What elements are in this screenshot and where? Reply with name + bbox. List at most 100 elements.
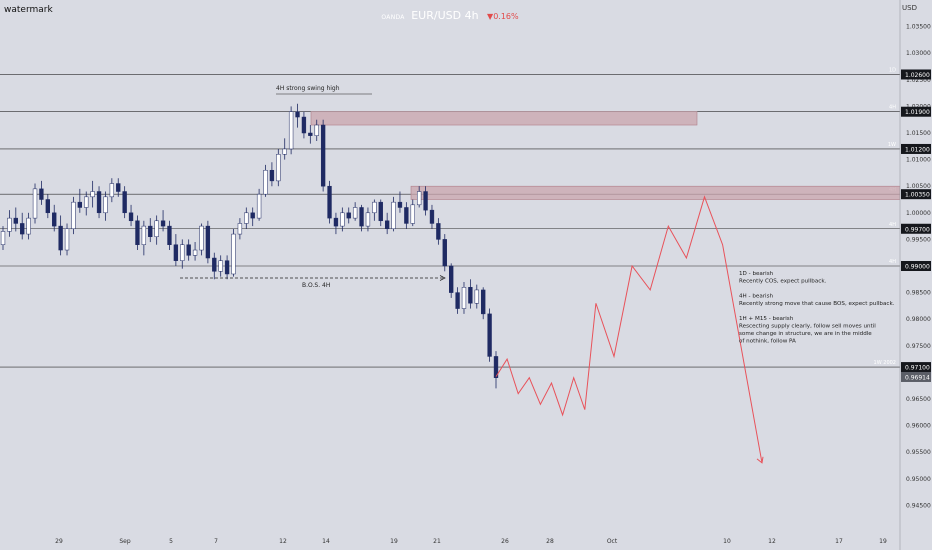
bos-arrowhead — [439, 275, 446, 281]
candle-body — [468, 287, 473, 304]
y-tick-label: 0.99500 — [906, 236, 931, 243]
candle-body — [276, 154, 281, 182]
candle-body — [404, 207, 409, 224]
candle-body — [77, 201, 83, 208]
y-tick-label: 0.95500 — [906, 449, 931, 456]
price-label: 1.00350 — [905, 192, 930, 199]
price-label-bg — [901, 223, 931, 234]
candle-body — [429, 209, 435, 224]
candle-body — [186, 244, 191, 256]
candle-body — [288, 111, 294, 150]
candle-body — [39, 188, 44, 200]
projection-line — [495, 195, 763, 463]
level-tag: 4H — [889, 222, 896, 228]
candle-body — [256, 193, 262, 219]
y-tick-label: 0.97500 — [906, 343, 931, 350]
candle-body — [320, 124, 326, 187]
candle-body — [128, 212, 134, 222]
supply-zone — [310, 111, 698, 126]
annotations: 4H strong swing high B.O.S. 4H 1D - bearis… — [180, 85, 895, 345]
candle-body — [442, 239, 447, 267]
price-axis: 0.945000.950000.955000.960000.965000.970… — [899, 0, 932, 550]
candle-body — [167, 225, 172, 245]
chart-header: OANDA EUR/USD 4h ▼0.16% — [0, 9, 900, 22]
candle-body — [436, 223, 441, 240]
supply-zones — [310, 111, 901, 200]
candle-body — [141, 225, 147, 245]
price-label: 0.99700 — [905, 226, 930, 233]
price-label: 0.97100 — [905, 365, 930, 372]
candle-body — [52, 212, 57, 227]
x-tick-label: 29 — [55, 538, 63, 545]
candle-body — [410, 204, 415, 224]
y-tick-label: 1.00500 — [906, 183, 931, 190]
projection-path — [495, 195, 764, 464]
price-label-bg — [901, 189, 931, 200]
candle-body — [7, 217, 12, 232]
candle-body — [301, 116, 307, 134]
x-tick-label: 12 — [768, 538, 776, 545]
x-tick-label: 21 — [433, 538, 441, 545]
level-tag: 1D — [889, 67, 896, 73]
candle-body — [96, 191, 102, 214]
candle-body — [384, 220, 390, 230]
price-axis-bg — [900, 0, 932, 550]
candle-body — [218, 260, 223, 272]
x-tick-label: 19 — [390, 538, 398, 545]
x-tick-label: 19 — [879, 538, 887, 545]
candle-body — [160, 220, 166, 227]
candle-body — [180, 244, 185, 261]
supply-zone — [410, 185, 901, 200]
candle-body — [103, 196, 108, 214]
swing-high-label: 4H strong swing high — [276, 85, 340, 92]
candle-body — [32, 188, 38, 219]
candle-body — [269, 169, 275, 182]
change-label: ▼0.16% — [487, 12, 519, 21]
price-label: 0.99000 — [905, 264, 930, 271]
candle-body — [372, 201, 377, 214]
level-tag: 1W 2002 — [874, 360, 896, 366]
candle-body — [352, 207, 358, 219]
last-price-bg — [901, 371, 931, 382]
note-line: Recently strong move that cause BOS, exp… — [739, 301, 895, 307]
y-tick-label: 0.96500 — [906, 396, 931, 403]
candle-body — [20, 223, 25, 235]
candle-body — [244, 212, 249, 224]
candle-body — [474, 289, 479, 304]
candle-body — [308, 132, 313, 136]
price-label-bg — [901, 69, 931, 80]
candle-body — [359, 207, 364, 227]
y-tick-label: 1.03000 — [906, 50, 931, 57]
level-tag: 1W — [888, 142, 896, 148]
note-line: some change in structure, we are in the … — [739, 331, 872, 337]
candle-body — [263, 169, 268, 195]
note-line: 1D - bearish — [739, 271, 774, 277]
candle-body — [333, 217, 339, 227]
candle-body — [295, 111, 300, 118]
candle-body — [250, 212, 255, 219]
x-tick-label: Sep — [119, 538, 131, 545]
candle-body — [378, 201, 383, 222]
candle-body — [282, 148, 287, 155]
x-tick-label: 17 — [835, 538, 843, 545]
x-tick-label: Oct — [607, 538, 618, 545]
y-tick-label: 0.95000 — [906, 476, 931, 483]
x-tick-label: 7 — [214, 538, 218, 545]
candle-body — [449, 265, 454, 293]
candle-body — [135, 220, 140, 245]
price-label: 1.01200 — [905, 146, 930, 153]
candle-body — [192, 249, 198, 256]
candle-body — [45, 199, 50, 214]
note-line: 4H - bearish — [739, 294, 774, 300]
price-label: 1.01900 — [905, 109, 930, 116]
candle-body — [26, 217, 31, 235]
level-tag: 4H — [889, 105, 896, 111]
x-tick-label: 26 — [501, 538, 509, 545]
y-tick-label: 1.01000 — [906, 157, 931, 164]
y-tick-label: 0.98000 — [906, 316, 931, 323]
price-label-bg — [901, 106, 931, 117]
y-tick-label: 0.94500 — [906, 502, 931, 509]
symbol-label: EUR/USD 4h — [411, 9, 479, 22]
watermark-label: watermark — [4, 5, 53, 15]
